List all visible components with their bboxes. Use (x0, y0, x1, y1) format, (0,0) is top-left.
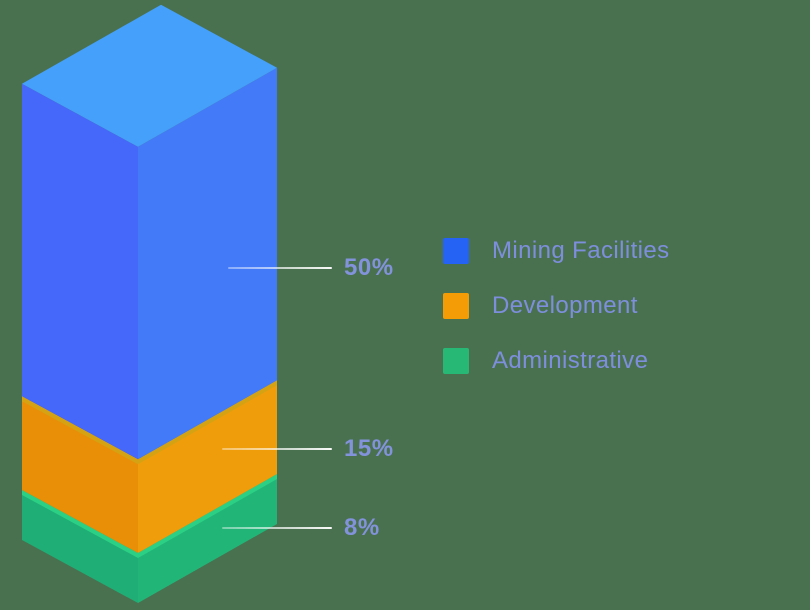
bar-development-left-face (22, 396, 138, 553)
legend-label-development: Development (492, 292, 638, 319)
bar-administrative-left-face (22, 490, 138, 603)
bar-development-rim-left (22, 396, 138, 465)
callout-line (228, 267, 332, 269)
value-label-mining-facilities: 50% (344, 254, 394, 281)
legend-label-mining-facilities: Mining Facilities (492, 237, 670, 264)
callout-administrative: 8% (222, 514, 380, 542)
legend: Mining Facilities Development Administra… (443, 237, 670, 403)
bar-development-rim-right (138, 380, 277, 465)
value-label-development: 15% (344, 435, 394, 462)
bar-mining-facilities-left-face (22, 83, 138, 460)
callout-line (222, 527, 332, 529)
bar-administrative-rim-right (138, 474, 277, 558)
callout-development: 15% (222, 435, 394, 463)
callout-mining-facilities: 50% (228, 254, 394, 282)
legend-label-administrative: Administrative (492, 347, 649, 374)
legend-swatch-administrative (443, 348, 469, 374)
bar-administrative-rim-left (22, 490, 138, 558)
callout-line (222, 448, 332, 450)
legend-item-development: Development (443, 292, 670, 319)
bar-administrative-right-face (138, 474, 277, 603)
legend-swatch-development (443, 293, 469, 319)
bar-mining-facilities-top-face (22, 4, 277, 147)
bar-development-right-face (138, 380, 277, 553)
legend-swatch-mining-facilities (443, 238, 469, 264)
bar-mining-facilities-right-face (138, 67, 277, 460)
legend-item-mining-facilities: Mining Facilities (443, 237, 670, 264)
value-label-administrative: 8% (344, 514, 380, 541)
legend-item-administrative: Administrative (443, 347, 670, 374)
